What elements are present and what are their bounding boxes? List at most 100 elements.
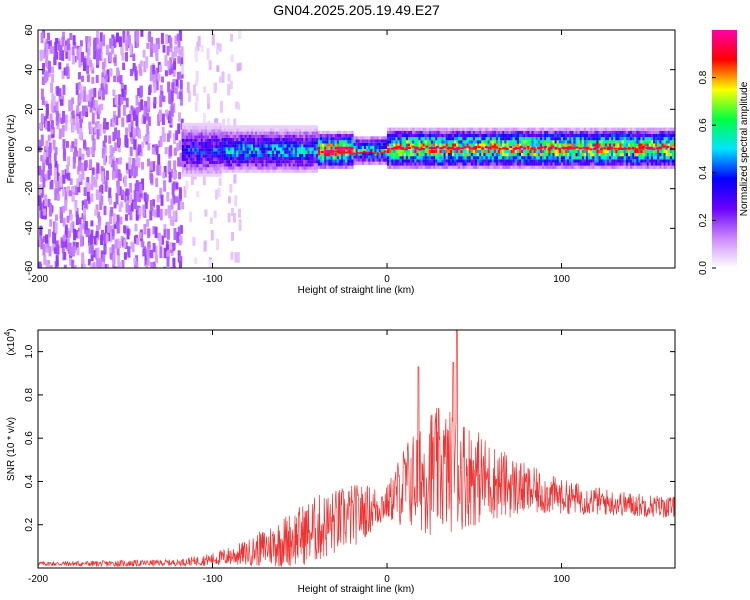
heatmap-cell	[77, 231, 81, 239]
heatmap-cell	[632, 153, 635, 157]
heatmap-cell	[39, 202, 43, 211]
heatmap-cell	[203, 86, 207, 93]
heatmap-cell	[454, 127, 457, 131]
heatmap-cell	[206, 160, 210, 165]
heatmap-cell	[185, 180, 189, 190]
heatmap-cell	[278, 150, 281, 154]
heatmap-cell	[151, 206, 155, 216]
heatmap-cell	[657, 127, 660, 131]
heatmap-cell	[149, 71, 153, 82]
heatmap-cell	[408, 156, 411, 160]
heatmap-cell	[483, 159, 486, 163]
heatmap-cell	[665, 130, 668, 134]
heatmap-cell	[204, 173, 207, 177]
heatmap-cell	[588, 137, 591, 141]
heatmap-cell	[263, 166, 266, 170]
heatmap-cell	[382, 139, 386, 143]
heatmap-cell	[290, 169, 293, 173]
heatmap-cell	[169, 242, 172, 250]
heatmap-cell	[376, 139, 379, 143]
heatmap-cell	[426, 156, 429, 160]
heatmap-cell	[320, 137, 323, 141]
heatmap-cell	[311, 144, 314, 148]
heatmap-cell	[408, 149, 411, 153]
heatmap-cell	[424, 162, 427, 166]
heatmap-cell	[45, 157, 49, 166]
heatmap-cell	[194, 151, 197, 155]
heatmap-cell	[357, 145, 360, 149]
heatmap-cell	[624, 147, 628, 150]
heatmap-cell	[433, 159, 436, 163]
heatmap-cell	[213, 141, 216, 146]
heatmap-cell	[634, 140, 637, 144]
heatmap-cell	[348, 151, 352, 154]
heatmap-cell	[596, 137, 599, 141]
heatmap-cell	[623, 149, 626, 153]
heatmap-cell	[489, 137, 492, 141]
heatmap-cell	[72, 53, 75, 65]
heatmap-cell	[397, 165, 400, 169]
heatmap-cell	[215, 157, 218, 161]
heatmap-cell	[349, 165, 352, 169]
heatmap-cell	[556, 127, 559, 131]
heatmap-cell	[87, 182, 91, 194]
heatmap-cell	[428, 140, 432, 144]
heatmap-cell	[428, 127, 432, 131]
heatmap-cell	[665, 137, 668, 141]
heatmap-cell	[183, 154, 187, 158]
heatmap-cell	[588, 165, 591, 169]
heatmap-cell	[472, 156, 476, 160]
heatmap-cell	[341, 133, 344, 138]
heatmap-cell	[172, 210, 176, 220]
heatmap-cell	[246, 153, 249, 157]
heatmap-cell	[659, 143, 662, 147]
heatmap-cell	[596, 156, 599, 160]
heatmap-cell	[414, 165, 417, 169]
heatmap-cell	[477, 140, 480, 144]
heatmap-cell	[188, 122, 191, 126]
heatmap-cell	[470, 130, 473, 134]
heatmap-cell	[481, 143, 484, 147]
heatmap-cell	[514, 159, 517, 163]
heatmap-cell	[550, 133, 553, 138]
heatmap-cell	[227, 160, 231, 164]
heatmap-cell	[613, 130, 616, 134]
heatmap-cell	[195, 70, 199, 82]
heatmap-cell	[223, 169, 226, 173]
heatmap-cell	[43, 203, 47, 212]
heatmap-cell	[351, 143, 354, 147]
heatmap-cell	[276, 163, 279, 167]
heatmap-cell	[653, 143, 656, 147]
heatmap-cell	[435, 137, 438, 141]
heatmap-cell	[105, 122, 109, 130]
heatmap-cell	[523, 156, 526, 160]
heatmap-cell	[332, 162, 335, 166]
heatmap-cell	[115, 192, 119, 205]
heatmap-cell	[115, 167, 118, 179]
heatmap-cell	[163, 224, 167, 233]
heatmap-cell	[253, 160, 256, 164]
heatmap-cell	[598, 159, 601, 163]
heatmap-cell	[221, 147, 224, 151]
heatmap-cell	[418, 165, 421, 169]
heatmap-cell	[586, 159, 589, 163]
heatmap-cell	[225, 144, 228, 148]
heatmap-cell	[253, 131, 256, 135]
heatmap-cell	[135, 156, 139, 167]
heatmap-cell	[217, 173, 220, 177]
heatmap-cell	[472, 133, 476, 138]
heatmap-cell	[215, 122, 218, 126]
heatmap-cell	[424, 140, 427, 144]
snr-x-tick-label: 100	[553, 574, 570, 585]
heatmap-cell	[286, 125, 289, 129]
heatmap-cell	[567, 146, 570, 150]
heatmap-cell	[130, 137, 134, 145]
heatmap-cell	[393, 153, 396, 157]
heatmap-cell	[99, 32, 103, 44]
heatmap-cell	[617, 162, 620, 166]
heatmap-cell	[606, 159, 610, 163]
heatmap-cell	[408, 162, 411, 166]
heatmap-cell	[288, 150, 291, 154]
heatmap-cell	[380, 139, 383, 143]
snr-x-tick-label: 0	[384, 574, 390, 585]
